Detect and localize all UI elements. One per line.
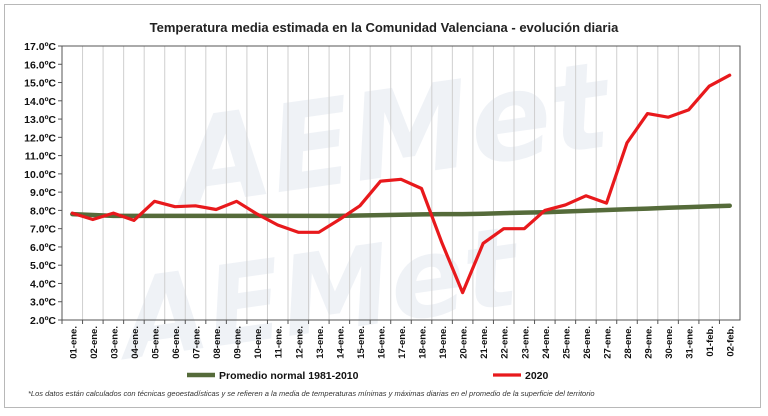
x-tick-label: 20-ene. [459, 326, 470, 359]
y-tick-label: 17.0ºC [24, 41, 56, 53]
x-tick-label: 23-ene. [520, 326, 531, 359]
series [70, 73, 732, 295]
x-tick-label: 01-ene. [68, 326, 79, 359]
x-tick-label: 14-ene. [335, 326, 346, 359]
x-tick-label: 08-ene. [212, 326, 223, 359]
x-tick-label: 11-ene. [274, 326, 285, 358]
x-tick-label: 01-feb. [705, 326, 716, 357]
x-tick-label: 10-ene. [253, 326, 264, 359]
x-tick-label: 21-ene. [479, 326, 490, 359]
y-tick-label: 7.0ºC [30, 224, 56, 236]
x-tick-label: 31-ene. [685, 326, 696, 359]
chart-frame [4, 4, 761, 408]
x-tick-label: 28-ene. [623, 326, 634, 359]
x-tick-label: 29-ene. [644, 326, 655, 359]
y-tick-label: 15.0ºC [24, 78, 56, 90]
legend: Promedio normal 1981-2010 2020 [187, 370, 549, 382]
chart-title: Temperatura media estimada en la Comunid… [149, 20, 619, 35]
x-axis-ticks: 01-ene. 02-ene. 03-ene. 04-ene. 05-ene. 06-en… [61, 320, 737, 359]
y-tick-label: 13.0ºC [24, 114, 56, 126]
legend-label: Promedio normal 1981-2010 [219, 370, 359, 382]
plot-area-border [61, 45, 741, 321]
x-tick-label: 15-ene. [356, 326, 367, 359]
legend-label: 2020 [525, 370, 549, 382]
y-tick-label: 9.0ºC [30, 187, 56, 199]
x-tick-label: 13-ene. [315, 326, 326, 359]
y-tick-label: 5.0ºC [30, 260, 56, 272]
y-tick-label: 2.0ºC [30, 315, 56, 327]
x-tick-label: 25-ene. [561, 326, 572, 359]
y-tick-label: 10.0ºC [24, 169, 56, 181]
y-tick-label: 6.0ºC [30, 242, 56, 254]
x-tick-label: 22-ene. [500, 326, 511, 359]
x-tick-label: 06-ene. [171, 326, 182, 359]
y-tick-label: 3.0ºC [30, 297, 56, 309]
x-tick-label: 07-ene. [192, 326, 203, 359]
footnote: *Los datos están calculados con técnicas… [28, 389, 595, 398]
y-tick-label: 11.0ºC [25, 151, 57, 163]
grid [82, 46, 720, 320]
x-tick-label: 03-ene. [109, 326, 120, 359]
x-tick-label: 18-ene. [418, 326, 429, 359]
y-tick-label: 16.0ºC [24, 59, 56, 71]
x-tick-label: 27-ene. [602, 326, 613, 359]
y-tick-label: 14.0ºC [24, 96, 56, 108]
x-tick-label: 09-ene. [233, 326, 244, 359]
x-tick-label: 05-ene. [150, 326, 161, 359]
x-tick-label: 04-ene. [130, 326, 141, 359]
x-tick-label: 26-ene. [582, 326, 593, 359]
y-axis-ticks: 2.0ºC 3.0ºC 4.0ºC 5.0ºC 6.0ºC 7.0ºC 8.0ºC 9.0ºC… [24, 41, 62, 327]
x-tick-label: 02-ene. [89, 326, 100, 359]
x-tick-label: 24-ene. [541, 326, 552, 359]
axes [61, 45, 741, 321]
series-line-promedio-normal-1981-2010 [70, 203, 732, 219]
y-tick-label: 4.0ºC [30, 278, 56, 290]
x-tick-label: 02-feb. [726, 326, 737, 357]
x-tick-label: 17-ene. [397, 326, 408, 359]
y-tick-label: 12.0ºC [24, 132, 56, 144]
x-tick-label: 16-ene. [376, 326, 387, 359]
x-tick-label: 12-ene. [294, 326, 305, 359]
x-tick-label: 30-ene. [664, 326, 675, 359]
series-line-2020 [70, 73, 732, 295]
y-tick-label: 8.0ºC [30, 205, 56, 217]
x-tick-label: 19-ene. [438, 326, 449, 359]
